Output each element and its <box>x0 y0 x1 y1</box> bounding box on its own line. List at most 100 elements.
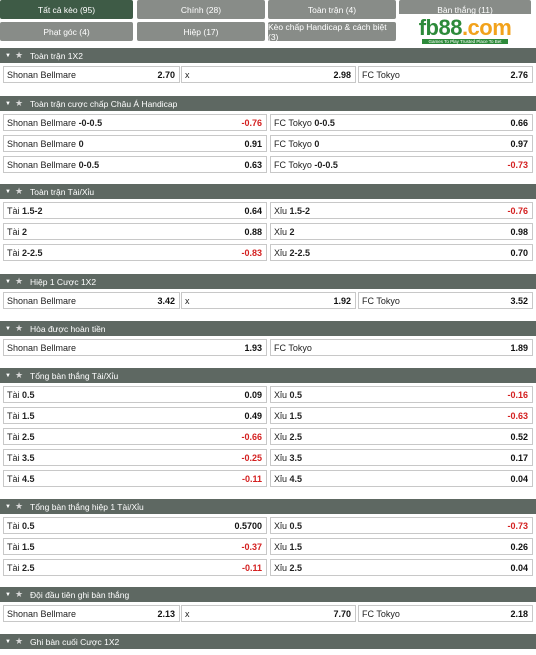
odds-cell[interactable]: Xỉu 0.5 -0.73 <box>270 517 533 534</box>
caret-down-icon[interactable]: ▼ <box>5 591 11 598</box>
odds-value: -0.25 <box>241 452 262 463</box>
star-icon[interactable]: ★ <box>15 501 24 511</box>
odds-cell[interactable]: Shonan Bellmare -0-0.5 -0.76 <box>3 114 267 131</box>
star-icon[interactable]: ★ <box>15 636 24 646</box>
odds-cell[interactable]: FC Tokyo 3.52 <box>358 292 533 309</box>
odds-cell[interactable]: Xỉu 0.5 -0.16 <box>270 386 533 403</box>
odds-cell[interactable]: Tài 0.5 0.5700 <box>3 517 267 534</box>
star-icon[interactable]: ★ <box>15 50 24 60</box>
odds-cell[interactable]: FC Tokyo 1.89 <box>270 339 533 356</box>
odds-cell[interactable]: Tài 3.5 -0.25 <box>3 449 267 466</box>
star-icon[interactable]: ★ <box>15 323 24 333</box>
odds-cell[interactable]: Shonan Bellmare 2.70 <box>3 66 180 83</box>
handicap-line: 0 <box>314 138 320 149</box>
odds-value: 0.09 <box>244 389 262 400</box>
section-header-doi-dau-tien-ghi-ban-thang[interactable]: ▼ ★ Đội đầu tiên ghi bàn thắng <box>0 587 536 602</box>
odds-cell[interactable]: Xỉu 2.5 0.52 <box>270 428 533 445</box>
handicap-line: 2.5 <box>289 431 303 442</box>
odds-cell[interactable]: FC Tokyo 2.76 <box>358 66 533 83</box>
handicap-line: 2.5 <box>289 562 303 573</box>
selection-label: Tài 1.5-2 <box>7 206 43 216</box>
odds-cell[interactable]: Tài 1.5 0.49 <box>3 407 267 424</box>
star-icon[interactable]: ★ <box>15 370 24 380</box>
caret-down-icon[interactable]: ▼ <box>5 100 11 107</box>
caret-down-icon[interactable]: ▼ <box>5 278 11 285</box>
caret-down-icon[interactable]: ▼ <box>5 372 11 379</box>
selection-label: x <box>185 70 190 80</box>
odds-cell[interactable]: FC Tokyo 0 0.97 <box>270 135 533 152</box>
tab-toan-tran-4[interactable]: Toàn trận (4) <box>268 0 396 19</box>
selection-name: FC Tokyo <box>362 295 400 306</box>
selection-label: Xỉu 0.5 <box>274 521 302 531</box>
tab-hiep-17[interactable]: Hiệp (17) <box>137 22 265 41</box>
odds-cell[interactable]: Tài 2.5 -0.66 <box>3 428 267 445</box>
odds-cell[interactable]: Tài 2 0.88 <box>3 223 267 240</box>
tab-tat-ca-keo-95[interactable]: Tất cả kèo (95) <box>0 0 133 19</box>
selection-label: FC Tokyo 0-0.5 <box>274 118 335 128</box>
odds-cell[interactable]: Shonan Bellmare 3.42 <box>3 292 180 309</box>
odds-cell[interactable]: FC Tokyo 0-0.5 0.66 <box>270 114 533 131</box>
section-header-hoa-duoc-hoan-tien[interactable]: ▼ ★ Hòa được hoàn tiền <box>0 321 536 336</box>
selection-name: Tài <box>7 247 20 258</box>
selection-label: Xỉu 1.5 <box>274 542 302 552</box>
fb88-logo: fb88.com Games To Play Trusted Place To … <box>399 14 531 48</box>
odds-value: 0.70 <box>510 247 528 258</box>
star-icon[interactable]: ★ <box>15 186 24 196</box>
tab-phat-goc-4[interactable]: Phạt góc (4) <box>0 22 133 41</box>
odds-cell[interactable]: Shonan Bellmare 0 0.91 <box>3 135 267 152</box>
handicap-line: 0-0.5 <box>314 117 335 128</box>
tab-keo-chap-handicap-cach-biet-3[interactable]: Kèo chấp Handicap & cách biệt (3) <box>268 22 396 42</box>
star-icon[interactable]: ★ <box>15 98 24 108</box>
odds-cell[interactable]: FC Tokyo -0-0.5 -0.73 <box>270 156 533 173</box>
selection-label: Shonan Bellmare 0-0.5 <box>7 160 99 170</box>
odds-cell[interactable]: Xỉu 2 0.98 <box>270 223 533 240</box>
odds-value: 1.92 <box>333 295 351 306</box>
selection-name: FC Tokyo <box>274 117 312 128</box>
odds-cell[interactable]: Shonan Bellmare 2.13 <box>3 605 180 622</box>
section-header-tong-ban-thang-hiep-1-tai-xiu[interactable]: ▼ ★ Tổng bàn thắng hiệp 1 Tài/Xỉu <box>0 499 536 514</box>
odds-cell[interactable]: Xỉu 2.5 0.04 <box>270 559 533 576</box>
odds-cell[interactable]: Tài 1.5-2 0.64 <box>3 202 267 219</box>
odds-cell[interactable]: Shonan Bellmare 1.93 <box>3 339 267 356</box>
section-header-tong-ban-thang-tai-xiu[interactable]: ▼ ★ Tổng bàn thắng Tài/Xỉu <box>0 368 536 383</box>
odds-cell[interactable]: x 1.92 <box>181 292 356 309</box>
odds-cell[interactable]: x 7.70 <box>181 605 356 622</box>
selection-label: Xỉu 1.5-2 <box>274 206 310 216</box>
caret-down-icon[interactable]: ▼ <box>5 188 11 195</box>
odds-cell[interactable]: Xỉu 1.5 0.26 <box>270 538 533 555</box>
selection-label: FC Tokyo <box>362 609 400 619</box>
handicap-line: 0-0.5 <box>78 159 100 170</box>
selection-label: Shonan Bellmare <box>7 296 76 306</box>
caret-down-icon[interactable]: ▼ <box>5 503 11 510</box>
odds-cell[interactable]: FC Tokyo 2.18 <box>358 605 533 622</box>
odds-cell[interactable]: Tài 2.5 -0.11 <box>3 559 267 576</box>
handicap-line: 4.5 <box>22 473 35 484</box>
odds-cell[interactable]: Xỉu 1.5-2 -0.76 <box>270 202 533 219</box>
odds-cell[interactable]: Tài 1.5 -0.37 <box>3 538 267 555</box>
odds-cell[interactable]: Tài 4.5 -0.11 <box>3 470 267 487</box>
tab-chinh-28[interactable]: Chính (28) <box>137 0 265 19</box>
odds-cell[interactable]: Xỉu 3.5 0.17 <box>270 449 533 466</box>
section-header-toan-tran-tai-xiu[interactable]: ▼ ★ Toàn trận Tài/Xỉu <box>0 184 536 199</box>
handicap-line: 0.5 <box>289 389 303 400</box>
odds-cell[interactable]: Tài 2-2.5 -0.83 <box>3 244 267 261</box>
odds-cell[interactable]: Xỉu 2-2.5 0.70 <box>270 244 533 261</box>
caret-down-icon[interactable]: ▼ <box>5 638 11 645</box>
selection-label: Tài 0.5 <box>7 521 35 531</box>
caret-down-icon[interactable]: ▼ <box>5 325 11 332</box>
section-header-hiep-1-cuoc-1x2[interactable]: ▼ ★ Hiệp 1 Cược 1X2 <box>0 274 536 289</box>
selection-name: Shonan Bellmare <box>7 117 77 128</box>
odds-cell[interactable]: Xỉu 4.5 0.04 <box>270 470 533 487</box>
section-header-toan-tran-cuoc-chap-chau-a-handicap[interactable]: ▼ ★ Toàn trận cược chấp Châu Á Handicap <box>0 96 536 111</box>
odds-cell[interactable]: Xỉu 1.5 -0.63 <box>270 407 533 424</box>
odds-cell[interactable]: Tài 0.5 0.09 <box>3 386 267 403</box>
star-icon[interactable]: ★ <box>15 276 24 286</box>
section-header-ghi-ban-cuoi-cuoc-1x2[interactable]: ▼ ★ Ghi bàn cuối Cược 1X2 <box>0 634 536 649</box>
section-header-toan-tran-1x2[interactable]: ▼ ★ Toàn trận 1X2 <box>0 48 536 63</box>
caret-down-icon[interactable]: ▼ <box>5 52 11 59</box>
selection-label: FC Tokyo 0 <box>274 139 319 149</box>
selection-name: FC Tokyo <box>362 69 400 80</box>
odds-cell[interactable]: x 2.98 <box>181 66 356 83</box>
odds-cell[interactable]: Shonan Bellmare 0-0.5 0.63 <box>3 156 267 173</box>
star-icon[interactable]: ★ <box>15 589 24 599</box>
